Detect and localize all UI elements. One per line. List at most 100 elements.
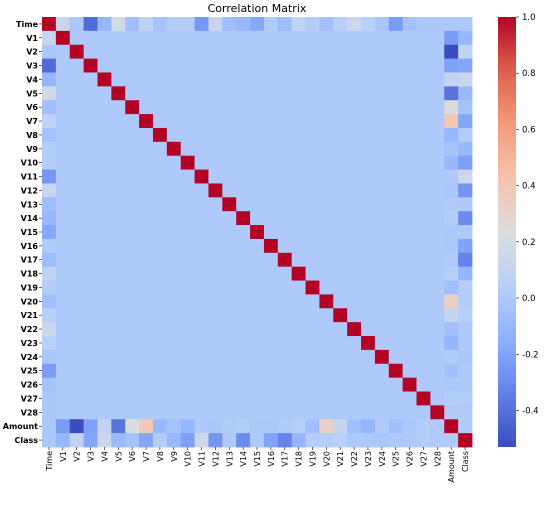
heatmap-cell-V18-V10 [180, 266, 195, 281]
heatmap-cell-V17-V14 [236, 252, 251, 268]
heatmap-cell-V22-V3 [83, 322, 98, 337]
heatmap-cell-V25-V27 [416, 363, 431, 379]
heatmap-cell-V26-V3 [83, 377, 98, 392]
heatmap-cell-V1-Class [458, 30, 473, 46]
heatmap-cell-V1-V7 [139, 30, 154, 46]
heatmap-cell-V12-V1 [55, 183, 71, 198]
heatmap-cell-V8-V3 [83, 127, 98, 143]
heatmap-cell-Class-V2 [69, 433, 85, 448]
heatmap-cell-V27-V3 [83, 391, 98, 406]
heatmap-cell-V2-V16 [263, 44, 279, 60]
y-tick-label: V8 [26, 131, 38, 140]
x-tick-label: V1 [59, 451, 68, 462]
heatmap-cell-V21-V24 [374, 308, 390, 323]
heatmap-cell-V15-V14 [236, 225, 251, 240]
heatmap-cell-V1-V24 [374, 30, 390, 46]
y-tick-label: V27 [21, 394, 38, 403]
heatmap-cell-V8-V26 [402, 127, 417, 143]
heatmap-cell-V7-V26 [402, 114, 417, 129]
heatmap-cell-Time-V6 [125, 17, 140, 32]
heatmap-cell-V21-V3 [83, 308, 98, 323]
heatmap-cell-V18-V13 [222, 266, 237, 281]
heatmap-cell-V10-V3 [83, 155, 98, 170]
heatmap-cell-V4-V27 [416, 72, 431, 87]
heatmap-cell-V27-V27 [416, 391, 431, 406]
heatmap-cell-V16-V4 [97, 238, 112, 254]
heatmap-cell-V23-V16 [263, 336, 279, 351]
heatmap-cell-V8-V15 [250, 127, 265, 143]
heatmap-cell-V4-V26 [402, 72, 417, 87]
heatmap-cell-V24-V14 [236, 349, 251, 365]
heatmap-cell-V4-V15 [250, 72, 265, 87]
heatmap-cell-V14-Class [458, 211, 473, 226]
heatmap-cell-Time-Amount [444, 17, 459, 32]
heatmap-cell-V24-V25 [388, 349, 404, 365]
heatmap-cell-V28-V22 [347, 405, 362, 420]
heatmap-cell-V4-V20 [319, 72, 334, 87]
heatmap-cell-V17-V8 [152, 252, 168, 268]
y-tick-label: V21 [21, 311, 39, 320]
heatmap-cell-V9-V15 [250, 141, 265, 157]
heatmap-cell-V7-V25 [388, 114, 404, 129]
heatmap-cell-V14-V28 [430, 211, 445, 226]
heatmap-cell-V8-V2 [69, 127, 85, 143]
heatmap-cell-Amount-V19 [305, 419, 320, 434]
heatmap-cell-V15-V17 [277, 225, 293, 240]
heatmap-cell-V23-V21 [333, 336, 348, 351]
heatmap-cell-V21-V12 [208, 308, 223, 323]
heatmap-cell-V14-V9 [166, 211, 182, 226]
heatmap-cell-V9-V23 [361, 141, 376, 157]
heatmap-cell-V8-Time [42, 127, 57, 143]
heatmap-cell-Amount-V26 [402, 419, 417, 434]
heatmap-cell-V7-V11 [194, 114, 209, 129]
heatmap-cell-V20-V5 [111, 294, 126, 309]
heatmap-cell-V2-Time [42, 44, 57, 60]
heatmap-cell-Class-V15 [250, 433, 265, 448]
heatmap-cell-V2-Amount [444, 44, 459, 60]
heatmap-cell-V6-V1 [55, 100, 71, 115]
heatmap-cell-V11-V3 [83, 169, 98, 184]
heatmap-cell-V15-V12 [208, 225, 223, 240]
heatmap-cell-V17-V20 [319, 252, 334, 268]
x-tick-label: V15 [253, 451, 262, 467]
heatmap-cell-V19-V12 [208, 280, 223, 295]
heatmap-cell-V11-V6 [125, 169, 140, 184]
heatmap-cell-V26-V14 [236, 377, 251, 392]
heatmap-cell-Time-V3 [83, 17, 98, 32]
heatmap-cell-V11-V27 [416, 169, 431, 184]
x-tick-label: Amount [447, 451, 456, 482]
heatmap-cell-V19-V10 [180, 280, 195, 295]
heatmap-cell-V25-V16 [263, 363, 279, 379]
heatmap-cell-V10-V24 [374, 155, 390, 170]
heatmap-cell-V9-V4 [97, 141, 112, 157]
heatmap-cell-V8-V12 [208, 127, 223, 143]
heatmap-cell-V6-V3 [83, 100, 98, 115]
heatmap-cell-V25-V14 [236, 363, 251, 379]
heatmap-cell-V11-V10 [180, 169, 195, 184]
heatmap-cell-V15-V22 [347, 225, 362, 240]
y-tick-label: V22 [21, 325, 38, 334]
heatmap-cell-V1-V20 [319, 30, 334, 46]
y-tick-label: V3 [26, 62, 38, 71]
heatmap-cell-V2-Class [458, 44, 473, 60]
heatmap-cell-V19-V16 [263, 280, 279, 295]
heatmap-cell-V18-V8 [152, 266, 168, 281]
y-tick-label: V10 [21, 159, 39, 168]
heatmap-cell-V21-V21 [333, 308, 348, 323]
heatmap-cell-V16-V7 [139, 238, 154, 254]
heatmap-cell-V10-V9 [166, 155, 182, 170]
heatmap-cell-V8-V6 [125, 127, 140, 143]
heatmap-cell-V16-V22 [347, 238, 362, 254]
heatmap-cell-V17-V7 [139, 252, 154, 268]
heatmap-cell-V11-Time [42, 169, 57, 184]
heatmap-cell-V16-V11 [194, 238, 209, 254]
heatmap-cell-V24-V13 [222, 349, 237, 365]
heatmap-cell-V27-V28 [430, 391, 445, 406]
heatmap-cell-V7-V21 [333, 114, 348, 129]
heatmap-cell-V18-V17 [277, 266, 293, 281]
heatmap-cell-Class-V20 [319, 433, 334, 448]
heatmap-cell-V4-V4 [97, 72, 112, 87]
x-tick-label: V13 [225, 451, 234, 467]
heatmap-cell-Class-Amount [444, 433, 459, 448]
heatmap-cell-V4-V21 [333, 72, 348, 87]
